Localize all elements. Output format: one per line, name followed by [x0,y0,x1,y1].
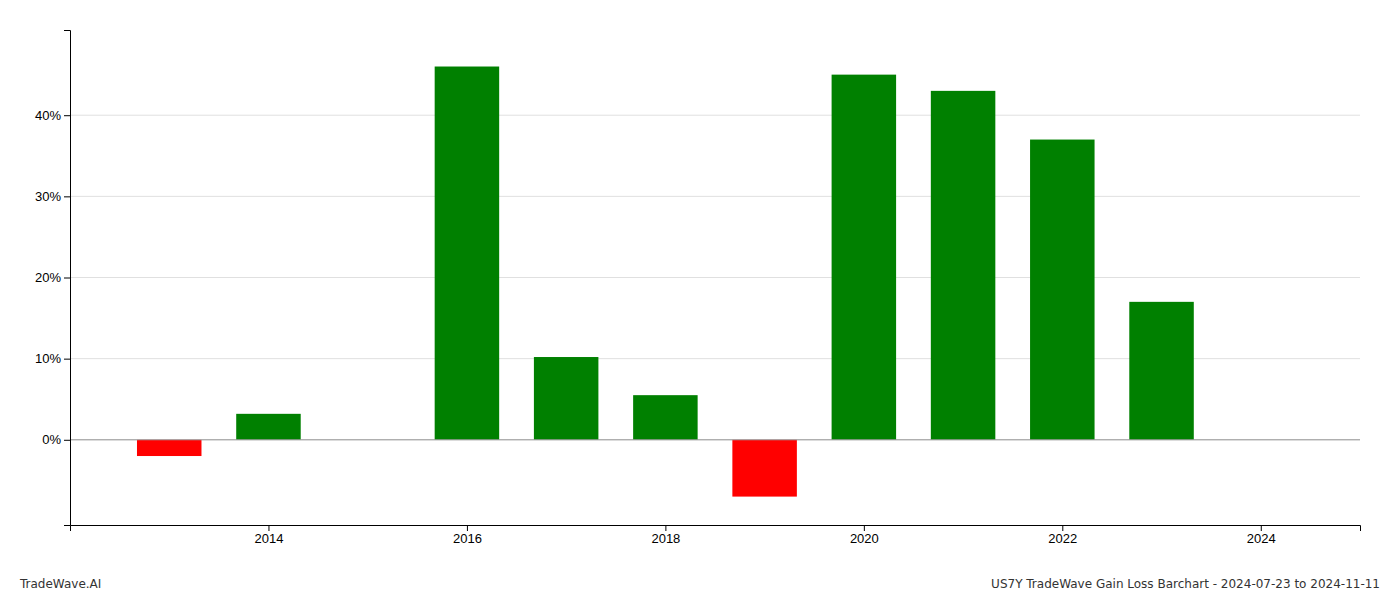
grid-line [70,115,1360,116]
bars [137,67,1194,497]
y-tick-label: 40% [35,108,61,123]
grid-line [70,277,1360,278]
plot: 2014 2016 2018 2020 2022 2024 0% 10% 20% 30% 40% [35,31,1361,547]
x-tick: 2024 [1247,525,1276,546]
y-tick-label: 0% [42,432,61,447]
x-tick-mark [268,525,269,531]
y-tick-label: 20% [35,270,61,285]
bar [633,395,698,440]
y-axis-line [64,31,71,526]
grid [70,115,1360,440]
bar [931,91,996,440]
y-tick-mark [64,359,70,360]
x-tick: 2016 [453,525,482,546]
bar [832,75,897,440]
x-tick-label: 2018 [651,531,680,546]
chart: 2014 2016 2018 2020 2022 2024 0% 10% 20% 30% 40% Tr… [0,0,1400,600]
x-tick: 2014 [255,525,284,546]
bar [534,357,599,440]
footer-right: US7Y TradeWave Gain Loss Barchart - 2024… [991,577,1380,591]
x-tick: 2018 [651,525,680,546]
y-tick: 40% [35,108,70,123]
x-tick-mark [1062,525,1063,531]
bar [1030,140,1095,440]
y-tick-mark [64,440,70,441]
x-axis-line [71,526,1361,532]
x-tick-label: 2024 [1247,531,1276,546]
bar [236,414,301,440]
footer-left: TradeWave.AI [19,577,101,591]
y-tick-mark [64,278,70,279]
x-tick-mark [864,525,865,531]
y-tick-mark [64,115,70,116]
y-tick-label: 10% [35,351,61,366]
x-tick-label: 2014 [255,531,284,546]
grid-line [70,196,1360,197]
bar [137,440,202,456]
y-tick: 10% [35,351,70,366]
x-tick-label: 2016 [453,531,482,546]
y-tick: 0% [42,432,70,447]
x-tick: 2020 [850,525,879,546]
y-axis: 0% 10% 20% 30% 40% [35,31,71,526]
bar [732,440,797,497]
x-axis: 2014 2016 2018 2020 2022 2024 [71,525,1361,546]
x-tick: 2022 [1048,525,1077,546]
bar [1129,302,1194,440]
y-tick-label: 30% [35,189,61,204]
zero-line [70,439,1360,440]
x-tick-label: 2022 [1048,531,1077,546]
x-tick-mark [467,525,468,531]
y-tick: 30% [35,189,70,204]
x-tick-label: 2020 [850,531,879,546]
x-tick-mark [1261,525,1262,531]
x-tick-mark [665,525,666,531]
bar [435,67,500,440]
grid-line [70,439,1360,440]
y-tick-mark [64,196,70,197]
y-tick: 20% [35,270,70,285]
